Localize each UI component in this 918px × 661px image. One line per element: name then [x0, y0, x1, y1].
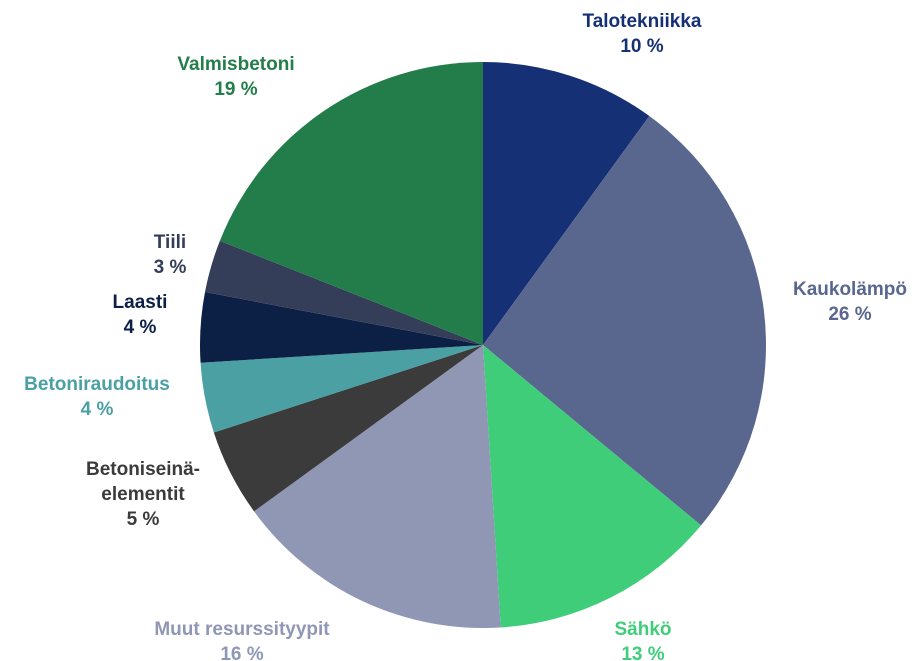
- pie-slice: [213, 345, 483, 512]
- category-label: Tiili: [154, 232, 186, 253]
- value-label: 19 %: [214, 79, 257, 100]
- category-label: Valmisbetoni: [177, 54, 294, 75]
- value-label: 5 %: [127, 509, 160, 530]
- category-label: Kaukolämpö: [793, 279, 907, 300]
- pie-slice: [205, 240, 484, 345]
- pie-slice: [254, 345, 501, 628]
- category-label: Laasti: [113, 292, 168, 313]
- category-label: Betoniseinä-elementit: [86, 459, 200, 505]
- pie-slice: [483, 62, 650, 345]
- pie-slice: [200, 345, 483, 433]
- pie-slice: [483, 345, 702, 628]
- value-label: 4 %: [124, 317, 157, 338]
- category-label: Sähkö: [614, 619, 671, 640]
- value-label: 13 %: [621, 644, 664, 661]
- label-line: Betoniseinä-: [86, 459, 200, 480]
- category-label: Talotekniikka: [583, 11, 702, 32]
- pie-slice: [200, 291, 484, 363]
- pie-slice: [483, 116, 766, 526]
- value-label: 4 %: [81, 399, 114, 420]
- category-label: Betoniraudoitus: [24, 374, 170, 395]
- category-label: Muut resurssityypit: [154, 619, 330, 640]
- label-line: elementit: [101, 484, 185, 505]
- value-label: 10 %: [620, 36, 663, 57]
- pie-slice: [219, 62, 483, 345]
- value-label: 3 %: [154, 257, 187, 278]
- value-label: 16 %: [220, 644, 263, 661]
- value-label: 26 %: [828, 304, 871, 325]
